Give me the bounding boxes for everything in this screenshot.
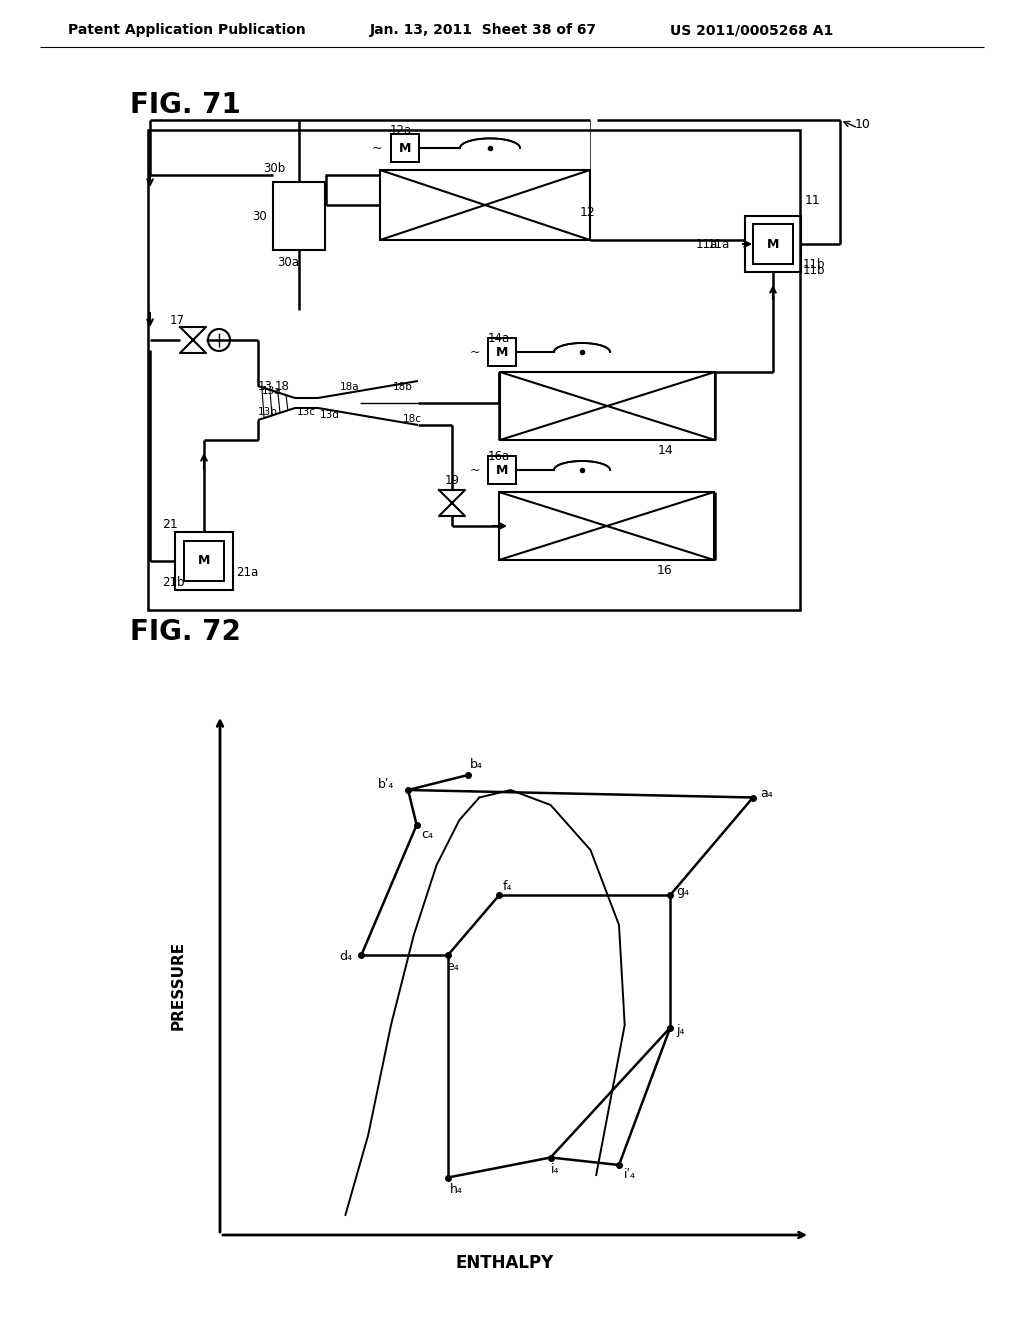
Text: 21a: 21a xyxy=(236,565,258,578)
Text: 18a: 18a xyxy=(340,381,359,392)
Bar xyxy=(488,455,516,484)
Text: c₄: c₄ xyxy=(422,829,433,842)
Bar xyxy=(488,338,516,366)
Bar xyxy=(499,492,714,560)
Bar xyxy=(184,541,224,581)
Text: 13b: 13b xyxy=(258,407,278,417)
Bar xyxy=(753,224,793,264)
Bar xyxy=(148,129,800,610)
Text: 11a: 11a xyxy=(695,238,718,251)
Text: h₄: h₄ xyxy=(450,1183,463,1196)
Text: 13: 13 xyxy=(258,380,272,393)
Text: FIG. 71: FIG. 71 xyxy=(130,91,241,119)
Bar xyxy=(745,216,801,272)
Text: i₄: i₄ xyxy=(551,1163,559,1176)
Text: 12: 12 xyxy=(580,206,596,219)
Text: M: M xyxy=(398,141,412,154)
Text: e₄: e₄ xyxy=(446,961,459,974)
Text: b₄: b₄ xyxy=(470,759,483,771)
Text: M: M xyxy=(767,238,779,251)
Text: M: M xyxy=(496,463,508,477)
Text: bʹ₄: bʹ₄ xyxy=(378,777,394,791)
Text: 19: 19 xyxy=(444,474,460,487)
Text: 13a: 13a xyxy=(262,385,282,396)
Text: ~: ~ xyxy=(372,141,382,154)
Text: 11b: 11b xyxy=(803,264,825,276)
Text: ~: ~ xyxy=(469,463,480,477)
Text: ~: ~ xyxy=(469,346,480,359)
Text: PRESSURE: PRESSURE xyxy=(171,940,185,1030)
Text: 11: 11 xyxy=(805,194,821,206)
Bar xyxy=(273,182,325,249)
Text: 30b: 30b xyxy=(263,161,286,174)
Text: 11b: 11b xyxy=(803,259,825,272)
Text: 21: 21 xyxy=(162,519,178,532)
Text: 21b: 21b xyxy=(162,576,184,589)
Text: M: M xyxy=(496,346,508,359)
Text: 30: 30 xyxy=(252,210,266,223)
Bar xyxy=(391,135,419,162)
Text: 14: 14 xyxy=(658,444,674,457)
Text: US 2011/0005268 A1: US 2011/0005268 A1 xyxy=(670,22,834,37)
Text: 13d: 13d xyxy=(319,411,340,420)
Text: 18b: 18b xyxy=(393,381,413,392)
Text: 16: 16 xyxy=(657,564,673,577)
Text: Jan. 13, 2011  Sheet 38 of 67: Jan. 13, 2011 Sheet 38 of 67 xyxy=(370,22,597,37)
Text: 14a: 14a xyxy=(488,331,510,345)
Text: a₄: a₄ xyxy=(760,787,773,800)
Text: M: M xyxy=(198,554,210,568)
Text: 17: 17 xyxy=(170,314,185,326)
Text: 13c: 13c xyxy=(297,407,316,417)
Text: ENTHALPY: ENTHALPY xyxy=(456,1254,554,1272)
Text: 11a: 11a xyxy=(708,238,730,251)
Text: d₄: d₄ xyxy=(339,950,352,964)
Text: 18: 18 xyxy=(275,380,290,393)
Text: j₄: j₄ xyxy=(676,1024,685,1038)
Text: FIG. 72: FIG. 72 xyxy=(130,618,241,645)
Text: 12a: 12a xyxy=(390,124,413,137)
Text: 10: 10 xyxy=(855,119,870,132)
Text: iʹ₄: iʹ₄ xyxy=(624,1168,636,1181)
Bar xyxy=(500,372,715,440)
Text: Patent Application Publication: Patent Application Publication xyxy=(68,22,306,37)
Text: g₄: g₄ xyxy=(676,884,689,898)
Text: 18c: 18c xyxy=(403,414,422,424)
Text: 16a: 16a xyxy=(488,450,510,462)
Text: f₄: f₄ xyxy=(503,879,512,892)
Text: 30a: 30a xyxy=(278,256,299,268)
Bar xyxy=(175,532,233,590)
Bar xyxy=(380,170,590,240)
